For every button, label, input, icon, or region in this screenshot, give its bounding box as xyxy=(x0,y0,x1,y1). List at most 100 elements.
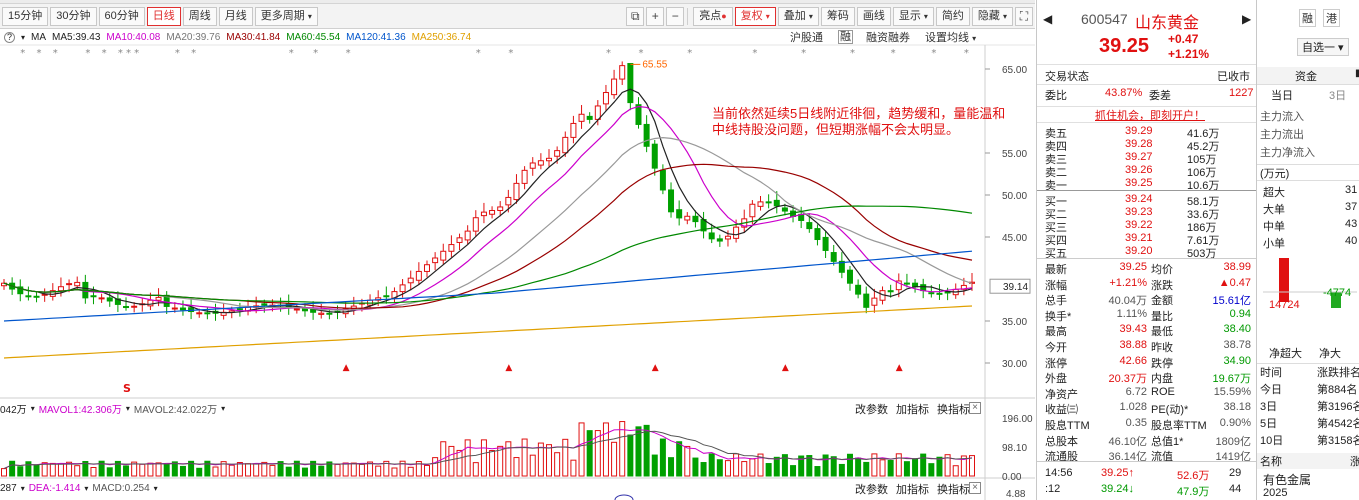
period-30min[interactable]: 30分钟 xyxy=(50,6,97,26)
ask-level-row[interactable]: 卖四 39.28 45.2万 xyxy=(1037,138,1257,153)
highlight-button[interactable]: 亮点● xyxy=(693,6,733,26)
chevron-down-icon[interactable]: ▾ xyxy=(84,483,89,493)
bid-level-label: 买四 xyxy=(1045,235,1067,247)
promo-row[interactable]: 抓住机会，即刻开户！ xyxy=(1037,106,1257,123)
prev-stock-icon[interactable]: ◀ xyxy=(1043,12,1053,26)
volume-bar xyxy=(415,461,422,477)
margin-trading-link[interactable]: 融资融券 xyxy=(866,32,910,44)
bid-level-row[interactable]: 买二 39.23 33.6万 xyxy=(1037,206,1257,221)
candle-body xyxy=(480,211,487,217)
ask-level-price: 39.27 xyxy=(1125,151,1153,163)
sector-header-name: 名称 xyxy=(1260,456,1282,468)
bid-level-row[interactable]: 买五 39.20 503万 xyxy=(1037,245,1257,260)
stat-value: 6.72 xyxy=(1125,385,1147,398)
hk-connect-link[interactable]: 沪股通 xyxy=(790,32,823,44)
chevron-down-icon[interactable]: ▾ xyxy=(125,403,130,413)
bid-level-row[interactable]: 买三 39.22 186万 xyxy=(1037,219,1257,234)
add-indicator-link[interactable]: 加指标 xyxy=(896,404,929,416)
volume-bar xyxy=(342,462,349,477)
volume-bar xyxy=(106,467,113,477)
close-icon[interactable]: × xyxy=(969,402,981,414)
period-more-dropdown[interactable]: 更多周期 ▾ xyxy=(254,6,318,26)
zoom-out-icon[interactable]: − xyxy=(666,6,685,26)
overlay-dropdown[interactable]: 叠加 ▾ xyxy=(777,6,819,26)
stat-row: 股息TTM 0.35 股息率TTM 0.90% xyxy=(1037,417,1257,432)
edit-params-link[interactable]: 改参数 xyxy=(855,404,888,416)
chevron-down-icon[interactable]: ▾ xyxy=(30,403,35,413)
subtab-3day[interactable]: 3日 xyxy=(1329,90,1347,102)
draw-line-button[interactable]: 画线 xyxy=(856,6,891,26)
hide-dropdown[interactable]: 隐藏 ▾ xyxy=(971,6,1013,26)
bid-level-row[interactable]: 买一 39.24 58.1万 xyxy=(1037,193,1257,208)
add-favorite-button[interactable]: 自选一 ▾ xyxy=(1297,38,1349,56)
period-60min[interactable]: 60分钟 xyxy=(98,6,145,26)
chevron-down-icon[interactable]: ▾ xyxy=(221,403,226,413)
order-size-label: 小单 xyxy=(1263,238,1285,250)
close-icon[interactable]: × xyxy=(969,482,981,494)
stat-value: 0.35 xyxy=(1125,417,1147,429)
stat-value: 39.43 xyxy=(1119,323,1147,336)
chevron-down-icon[interactable]: ▾ xyxy=(20,483,25,493)
adjust-price-dropdown[interactable]: 复权 ▾ xyxy=(734,6,776,26)
sector-row[interactable]: 有色金属 xyxy=(1257,471,1359,487)
ma5-label: MA5:39.43 xyxy=(52,31,101,43)
candle-body xyxy=(806,222,813,230)
volume-bar xyxy=(944,454,951,477)
chips-button[interactable]: 筹码 xyxy=(820,6,855,26)
event-marker: * xyxy=(37,48,42,59)
volume-bar xyxy=(635,426,642,477)
chevron-down-icon[interactable]: ▾ xyxy=(21,32,26,42)
volume-bar xyxy=(66,461,73,477)
ask-level-row[interactable]: 卖五 39.29 41.6万 xyxy=(1037,125,1257,140)
order-size-label: 超大 xyxy=(1263,187,1285,199)
candle-body xyxy=(903,282,910,285)
candle-body xyxy=(25,295,32,298)
stat-label: ROE xyxy=(1151,385,1175,398)
ask-level-row[interactable]: 卖一 39.25 10.6万 xyxy=(1037,177,1257,192)
copy-icon[interactable]: ⧉ xyxy=(626,6,645,26)
sector-name[interactable]: 有色金属 xyxy=(1263,473,1312,487)
volume-bar xyxy=(33,464,40,477)
bid-level-row[interactable]: 买四 39.21 7.61万 xyxy=(1037,232,1257,247)
volume-bar xyxy=(49,462,56,477)
kline-chart[interactable]: 65.00 55.00 50.00 45.00 35.00 30.00 39.14 * * * * *… xyxy=(0,0,1035,500)
volume-bar xyxy=(936,456,943,477)
display-dropdown[interactable]: 显示 ▾ xyxy=(892,6,934,26)
stock-icon[interactable]: ▮ xyxy=(1355,68,1359,79)
ma-settings-dropdown[interactable]: 设置均线 ▾ xyxy=(925,29,976,45)
chevron-down-icon[interactable]: ▾ xyxy=(153,483,158,493)
event-marker: * xyxy=(891,48,896,59)
stat-value: +1.21% xyxy=(1109,276,1147,289)
toolbar-divider xyxy=(687,7,689,25)
candle-body xyxy=(123,306,130,309)
promo-link[interactable]: 抓住机会，即刻开户！ xyxy=(1095,110,1205,122)
zoom-in-icon[interactable]: + xyxy=(646,6,665,26)
add-favorite-row: 自选一 ▾ xyxy=(1257,38,1359,56)
next-stock-icon[interactable]: ▶ xyxy=(1242,12,1252,26)
ask-level-volume: 45.2万 xyxy=(1187,141,1220,153)
ma250-line xyxy=(3,305,973,359)
tab-fund[interactable]: 资金 xyxy=(1295,71,1317,83)
add-indicator-link[interactable]: 加指标 xyxy=(896,484,929,496)
period-daily[interactable]: 日线 xyxy=(146,6,181,26)
subtab-today[interactable]: 当日 xyxy=(1271,90,1293,102)
switch-indicator-link[interactable]: 换指标 xyxy=(937,484,970,496)
period-monthly[interactable]: 月线 xyxy=(218,6,253,26)
candle-body xyxy=(179,307,186,311)
period-15min[interactable]: 15分钟 xyxy=(2,6,49,26)
simple-mode-button[interactable]: 简约 xyxy=(935,6,970,26)
fullscreen-icon[interactable]: ⛶ xyxy=(1015,6,1033,26)
edit-params-link[interactable]: 改参数 xyxy=(855,484,888,496)
period-weekly[interactable]: 周线 xyxy=(182,6,217,26)
ticks-divider xyxy=(1037,461,1257,462)
candle-body xyxy=(846,269,853,284)
help-icon[interactable]: ? xyxy=(4,31,15,43)
main-inflow-row: 主力流入 xyxy=(1257,108,1359,124)
switch-indicator-link[interactable]: 换指标 xyxy=(937,404,970,416)
candle-body xyxy=(147,299,154,307)
ask-level-row[interactable]: 卖三 39.27 105万 xyxy=(1037,151,1257,166)
volume-bar xyxy=(326,461,333,477)
stat-label: 量比 xyxy=(1151,310,1173,323)
ask-level-row[interactable]: 卖二 39.26 106万 xyxy=(1037,164,1257,179)
volume-bar xyxy=(960,455,967,477)
